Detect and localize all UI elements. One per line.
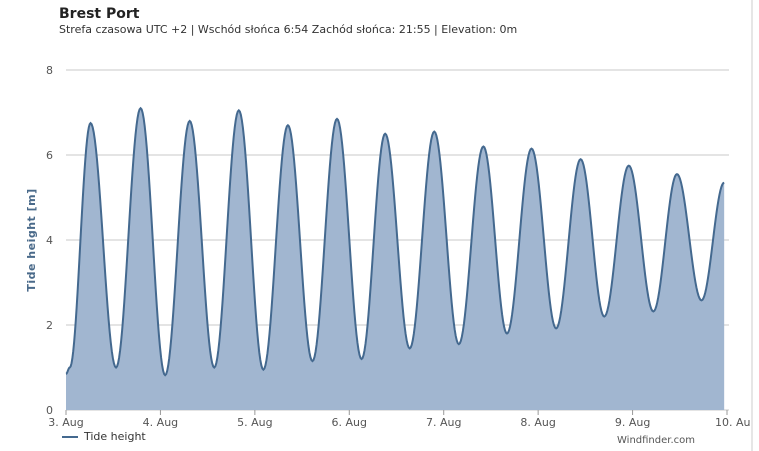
y-tick-label: 8	[46, 64, 53, 77]
tide-line[interactable]	[65, 106, 725, 377]
x-tick-label: 7. Aug	[426, 416, 461, 429]
x-tick-label: 9. Aug	[615, 416, 650, 429]
y-tick-label: 2	[46, 319, 53, 332]
page-title: Brest Port	[59, 6, 140, 22]
x-tick-label: 8. Aug	[520, 416, 555, 429]
credit-link[interactable]: Windfinder.com	[617, 435, 695, 446]
x-tick-label: 10. Au	[715, 416, 751, 429]
panel-divider	[751, 0, 753, 451]
legend-swatch	[62, 435, 78, 438]
legend[interactable]: Tide height	[62, 430, 146, 443]
x-tick-label: 4. Aug	[143, 416, 178, 429]
y-tick-label: 6	[46, 149, 53, 162]
y-tick-label: 4	[46, 234, 53, 247]
x-axis-ticks: 3. Aug 4. Aug 5. Aug 6. Aug 7. Aug 8. Aug 9. A…	[48, 410, 751, 429]
x-tick-label: 6. Aug	[332, 416, 367, 429]
legend-label: Tide height	[84, 430, 146, 443]
x-tick-label: 3. Aug	[48, 416, 83, 429]
x-tick-label: 5. Aug	[237, 416, 272, 429]
y-axis-label: Tide height [m]	[25, 188, 38, 291]
tide-area	[66, 108, 725, 410]
y-tick-label: 0	[46, 404, 53, 417]
y-axis-ticks: 0 2 4 6 8	[46, 64, 53, 417]
station-info: Strefa czasowa UTC +2 | Wschód słońca 6:…	[59, 23, 518, 36]
